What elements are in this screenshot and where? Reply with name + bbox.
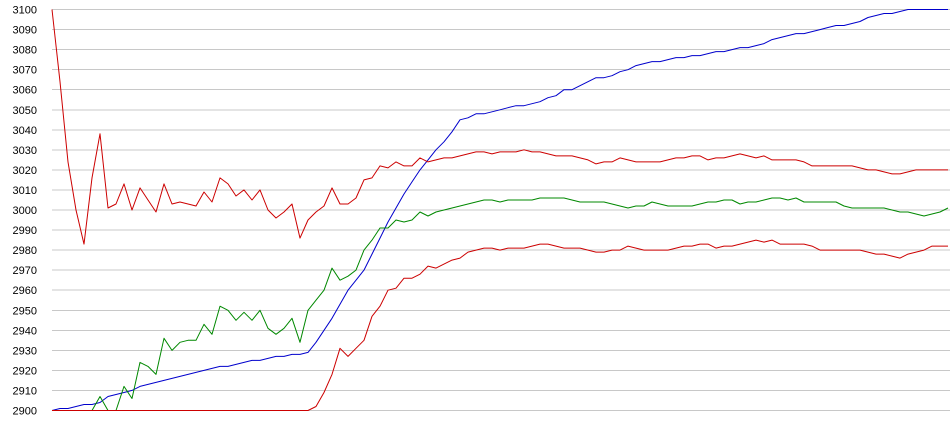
y-tick-label: 3020 [13, 165, 37, 177]
y-tick-label: 2910 [13, 385, 37, 397]
y-tick-label: 3010 [13, 185, 37, 197]
y-tick-label: 2930 [13, 345, 37, 357]
series-line-4 [52, 239, 948, 411]
grid-lines [52, 9, 950, 411]
y-tick-label: 3070 [13, 65, 37, 77]
y-tick-label: 3100 [13, 5, 37, 17]
y-tick-label: 3090 [13, 25, 37, 37]
y-tick-label: 2990 [13, 225, 37, 237]
y-tick-label: 3000 [13, 205, 37, 217]
y-tick-label: 2970 [13, 265, 37, 277]
y-tick-label: 2950 [13, 305, 37, 317]
y-tick-label: 3080 [13, 45, 37, 57]
y-tick-label: 2920 [13, 365, 37, 377]
y-tick-label: 2980 [13, 245, 37, 257]
y-tick-label: 3040 [13, 125, 37, 137]
y-tick-label: 2940 [13, 325, 37, 337]
y-tick-label: 2900 [13, 406, 37, 418]
y-tick-label: 3050 [13, 105, 37, 117]
y-tick-label: 2960 [13, 285, 37, 297]
series-line-3 [51, 9, 948, 245]
y-tick-label: 3060 [13, 85, 37, 97]
y-axis-tick-labels: 3100 3090 3080 3070 3060 3050 3040 3030 3020 3010… [13, 5, 37, 418]
series-lines [51, 9, 949, 411]
y-tick-label: 3030 [13, 145, 37, 157]
series-line-2 [52, 197, 949, 411]
series-line-1 [51, 9, 948, 411]
